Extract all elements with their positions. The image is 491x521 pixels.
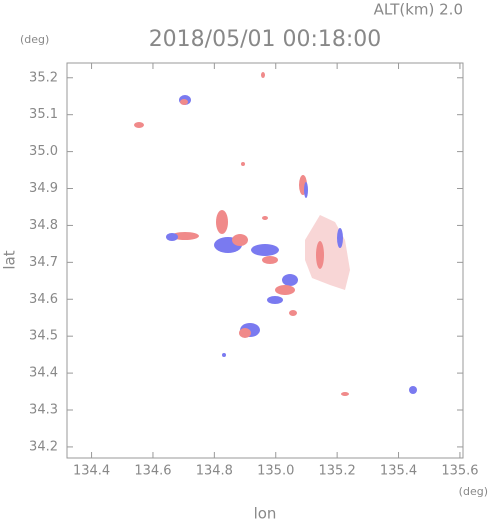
y-tick-label: 34.2 (29, 439, 58, 454)
y-unit: (deg) (20, 33, 49, 46)
x-tick-label: 135.6 (441, 464, 478, 479)
x-unit: (deg) (459, 485, 488, 498)
x-tick-label: 134.6 (134, 464, 171, 479)
echo (262, 256, 278, 264)
echo (171, 232, 199, 240)
chart-title: 2018/05/01 00:18:00 (149, 27, 382, 52)
plot-frame (66, 62, 464, 459)
echo (239, 328, 251, 338)
y-axis-label: lat (1, 250, 19, 269)
y-tick-label: 35.1 (29, 107, 58, 122)
x-axis-label: lon (254, 505, 277, 521)
echo (304, 182, 308, 198)
echo (275, 285, 295, 295)
x-tick-label: 135.0 (257, 464, 294, 479)
y-tick-label: 34.7 (29, 255, 58, 270)
y-tick-label: 35.0 (29, 144, 58, 159)
x-tick-label: 134.8 (196, 464, 233, 479)
echo (241, 162, 245, 166)
echo (289, 310, 297, 316)
echo (251, 244, 279, 256)
echo (337, 228, 343, 248)
echo (316, 241, 324, 269)
x-tick-label: 135.2 (319, 464, 356, 479)
y-tick-label: 34.9 (29, 181, 58, 196)
echo (222, 353, 226, 357)
y-tick-label: 34.4 (29, 366, 58, 381)
echo (409, 386, 417, 394)
echo (305, 215, 350, 290)
echo-field (134, 72, 417, 396)
echo (341, 392, 349, 396)
y-tick-label: 34.5 (29, 329, 58, 344)
y-tick-label: 34.6 (29, 292, 58, 307)
echo (262, 216, 268, 220)
altitude-label: ALT(km) 2.0 (374, 1, 463, 19)
echo (267, 296, 283, 304)
x-tick-label: 135.4 (380, 464, 417, 479)
x-tick-label: 134.4 (73, 464, 110, 479)
y-tick-label: 35.2 (29, 70, 58, 85)
echo (166, 233, 178, 241)
echo (282, 274, 298, 286)
echo (216, 210, 228, 234)
y-tick-label: 34.8 (29, 218, 58, 233)
y-tick-label: 34.3 (29, 403, 58, 418)
echo (134, 122, 144, 128)
echo (261, 72, 265, 78)
echo (180, 99, 188, 105)
echo (232, 234, 248, 246)
